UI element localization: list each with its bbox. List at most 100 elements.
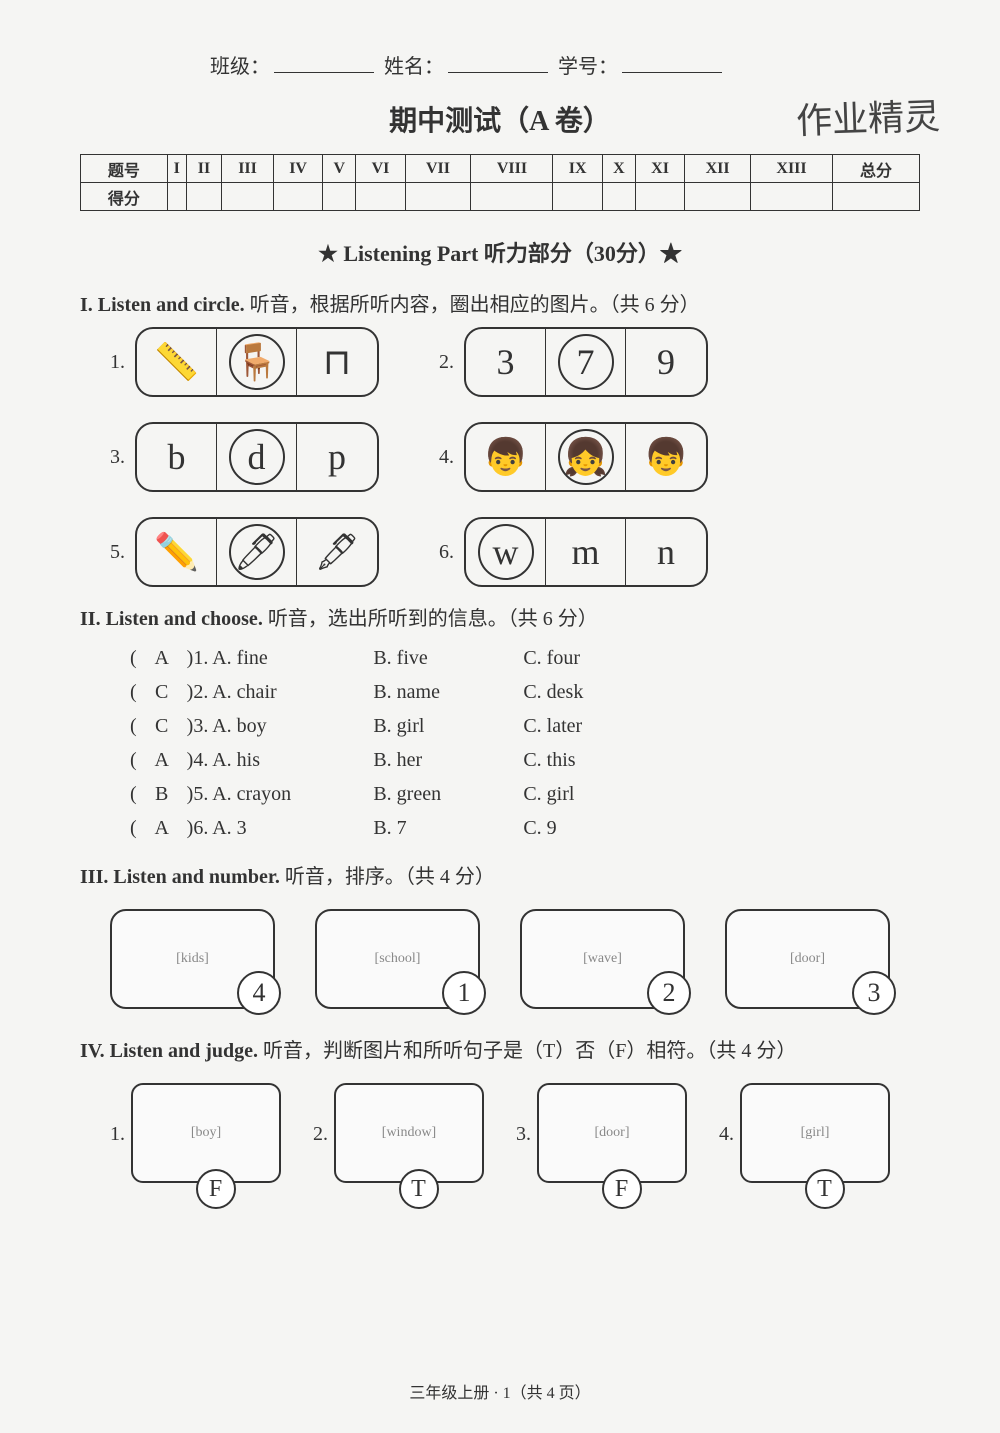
score-col: III	[222, 155, 274, 183]
choice-num-a: 5. A. crayon	[193, 777, 373, 811]
judge-box: [door]	[537, 1083, 687, 1183]
circled-answer	[558, 334, 614, 390]
sketch-placeholder: [kids]	[176, 951, 209, 967]
name-blank[interactable]	[448, 72, 548, 73]
score-cell[interactable]	[750, 183, 832, 211]
id-blank[interactable]	[622, 72, 722, 73]
choice-c: C. desk	[523, 675, 673, 709]
pic-cell[interactable]: 👧	[546, 424, 626, 490]
page-footer: 三年级上册 · 1（共 4 页）	[0, 1379, 1000, 1403]
answer: A	[137, 641, 187, 675]
number-box: [school]1	[315, 909, 480, 1009]
section4-title: IV. Listen and judge. 听音，判断图片和所听句子是（T）否（…	[80, 1034, 920, 1063]
answer: A	[137, 743, 187, 777]
choice-b: B. five	[373, 641, 523, 675]
section3-title: III. Listen and number. 听音，排序。（共 4 分）	[80, 860, 920, 889]
listening-header: ★ Listening Part 听力部分（30分）★	[80, 236, 920, 268]
score-cell[interactable]	[602, 183, 635, 211]
pic-cell[interactable]: p	[297, 424, 377, 490]
score-cell[interactable]	[635, 183, 684, 211]
class-blank[interactable]	[274, 72, 374, 73]
pic-cell[interactable]: 3	[466, 329, 546, 395]
handwritten-note: 作业精灵	[795, 88, 941, 145]
pic-cell[interactable]: b	[137, 424, 217, 490]
choice-c: C. girl	[523, 777, 673, 811]
choice-num-a: 2. A. chair	[193, 675, 373, 709]
pic-cell[interactable]: m	[546, 519, 626, 585]
score-cell[interactable]	[833, 183, 920, 211]
item-number: 2.	[439, 351, 454, 374]
pic-cell[interactable]: 👦	[626, 424, 706, 490]
circled-answer	[558, 429, 614, 485]
item-number: 4.	[439, 446, 454, 469]
name-label: 姓名：	[384, 50, 444, 79]
choice-row: ( A ) 1. A. fineB. fiveC. four	[130, 641, 920, 675]
choice-b: B. name	[373, 675, 523, 709]
score-cell[interactable]	[323, 183, 356, 211]
pic-cell[interactable]: 📏	[137, 329, 217, 395]
pic-item: 3.bdp	[110, 422, 379, 492]
pic-item: 6. wmn	[439, 517, 708, 587]
sketch-placeholder: [window]	[382, 1125, 436, 1141]
score-cell[interactable]	[222, 183, 274, 211]
pic-cell[interactable]: 9	[626, 329, 706, 395]
choice-c: C. four	[523, 641, 673, 675]
choice-num-a: 6. A. 3	[193, 811, 373, 845]
judge-answer: T	[805, 1169, 845, 1209]
row-label: 题号	[81, 155, 168, 183]
judge-number: 2.	[313, 1123, 328, 1146]
number-box: [door]3	[725, 909, 890, 1009]
pic-item: 2. 379	[439, 327, 708, 397]
number-box: [wave]2	[520, 909, 685, 1009]
pic-cell[interactable]: ✏️	[137, 519, 217, 585]
choice-c: C. this	[523, 743, 673, 777]
item-number: 5.	[110, 541, 125, 564]
pic-cell[interactable]: ⊓	[297, 329, 377, 395]
circled-answer	[229, 429, 285, 485]
pic-item: 1. 📏🪑⊓	[110, 327, 379, 397]
item-number: 6.	[439, 541, 454, 564]
sketch-placeholder: [door]	[595, 1125, 630, 1141]
score-cell[interactable]	[356, 183, 405, 211]
judge-item: 4.[girl]T	[719, 1083, 890, 1183]
item-number: 1.	[110, 351, 125, 374]
sketch-placeholder: [boy]	[191, 1125, 221, 1141]
choice-b: B. 7	[373, 811, 523, 845]
choice-num-a: 3. A. boy	[193, 709, 373, 743]
score-col: IX	[553, 155, 602, 183]
pic-cell[interactable]: 🪑	[217, 329, 297, 395]
score-cell[interactable]	[553, 183, 602, 211]
judge-item: 2.[window]T	[313, 1083, 484, 1183]
class-label: 班级：	[210, 50, 270, 79]
score-cell[interactable]	[471, 183, 553, 211]
order-answer: 1	[442, 971, 486, 1015]
choice-c: C. 9	[523, 811, 673, 845]
judge-answer: F	[602, 1169, 642, 1209]
pic-box: bdp	[135, 422, 379, 492]
pic-cell[interactable]: d	[217, 424, 297, 490]
choice-num-a: 1. A. fine	[193, 641, 373, 675]
score-col: VIII	[471, 155, 553, 183]
header-fields: 班级： 姓名： 学号：	[80, 50, 920, 79]
pic-cell[interactable]: w	[466, 519, 546, 585]
pic-cell[interactable]: n	[626, 519, 706, 585]
judge-item: 1.[boy]F	[110, 1083, 281, 1183]
score-cell[interactable]	[405, 183, 471, 211]
order-answer: 4	[237, 971, 281, 1015]
choice-b: B. green	[373, 777, 523, 811]
score-col: II	[186, 155, 221, 183]
pic-cell[interactable]: 🖋	[297, 519, 377, 585]
pic-cell[interactable]: 7	[546, 329, 626, 395]
score-col: 总分	[833, 155, 920, 183]
choice-c: C. later	[523, 709, 673, 743]
section2-title: II. Listen and choose. 听音，选出所听到的信息。（共 6 …	[80, 602, 920, 631]
page-title: 期中测试（A 卷）	[80, 99, 920, 139]
section2-list: ( A ) 1. A. fineB. fiveC. four( C ) 2. A…	[80, 641, 920, 845]
pic-cell[interactable]: 👦	[466, 424, 546, 490]
score-cell[interactable]	[186, 183, 221, 211]
choice-b: B. her	[373, 743, 523, 777]
score-cell[interactable]	[273, 183, 322, 211]
score-cell[interactable]	[167, 183, 186, 211]
score-cell[interactable]	[685, 183, 751, 211]
pic-cell[interactable]: 🖊	[217, 519, 297, 585]
